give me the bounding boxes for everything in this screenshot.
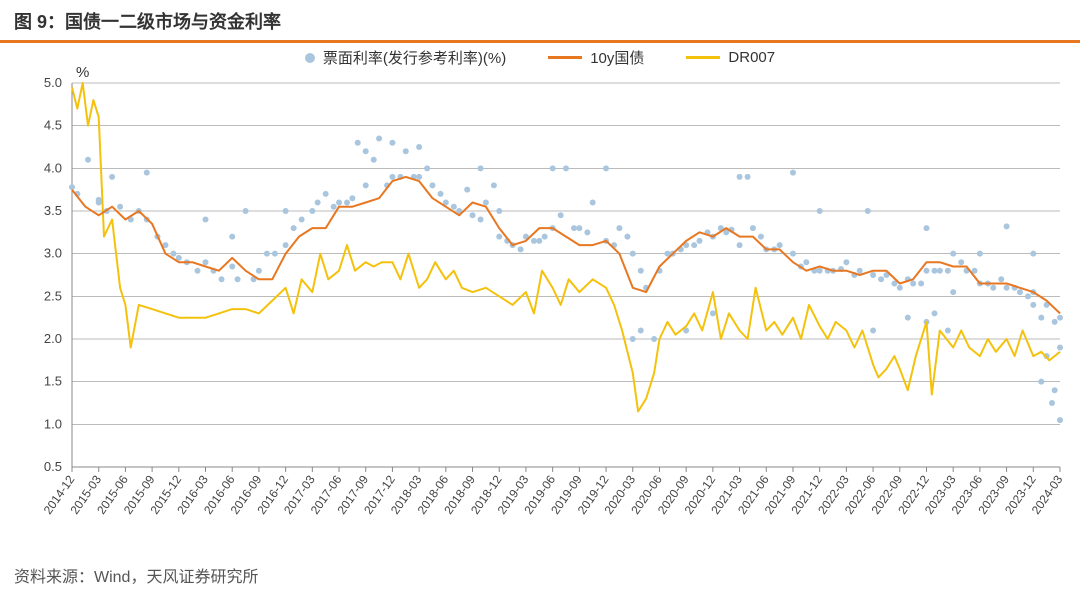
- legend: 票面利率(发行参考利率)(%) 10y国债 DR007: [0, 47, 1080, 68]
- legend-marker-line: [686, 56, 720, 59]
- svg-text:3.5: 3.5: [44, 203, 62, 218]
- svg-text:0.5: 0.5: [44, 459, 62, 474]
- legend-label: 10y国债: [590, 47, 644, 68]
- svg-text:4.0: 4.0: [44, 160, 62, 175]
- svg-text:2.5: 2.5: [44, 288, 62, 303]
- svg-text:3.0: 3.0: [44, 246, 62, 261]
- legend-label: DR007: [728, 49, 775, 66]
- svg-text:1.0: 1.0: [44, 416, 62, 431]
- svg-text:4.5: 4.5: [44, 118, 62, 133]
- legend-label: 票面利率(发行参考利率)(%): [323, 47, 506, 68]
- legend-item-line2: DR007: [686, 49, 775, 66]
- chart-svg: 0.51.01.52.02.53.03.54.04.55.0%2014-1220…: [0, 43, 1080, 553]
- source-text: 资料来源：Wind，天风证券研究所: [0, 553, 1080, 587]
- svg-text:2.0: 2.0: [44, 331, 62, 346]
- legend-marker-dot: [305, 53, 315, 63]
- legend-marker-line: [548, 56, 582, 59]
- legend-item-line1: 10y国债: [548, 47, 644, 68]
- chart-title: 图 9：国债一二级市场与资金利率: [0, 0, 1080, 40]
- legend-item-scatter: 票面利率(发行参考利率)(%): [305, 47, 506, 68]
- svg-text:5.0: 5.0: [44, 75, 62, 90]
- svg-text:1.5: 1.5: [44, 374, 62, 389]
